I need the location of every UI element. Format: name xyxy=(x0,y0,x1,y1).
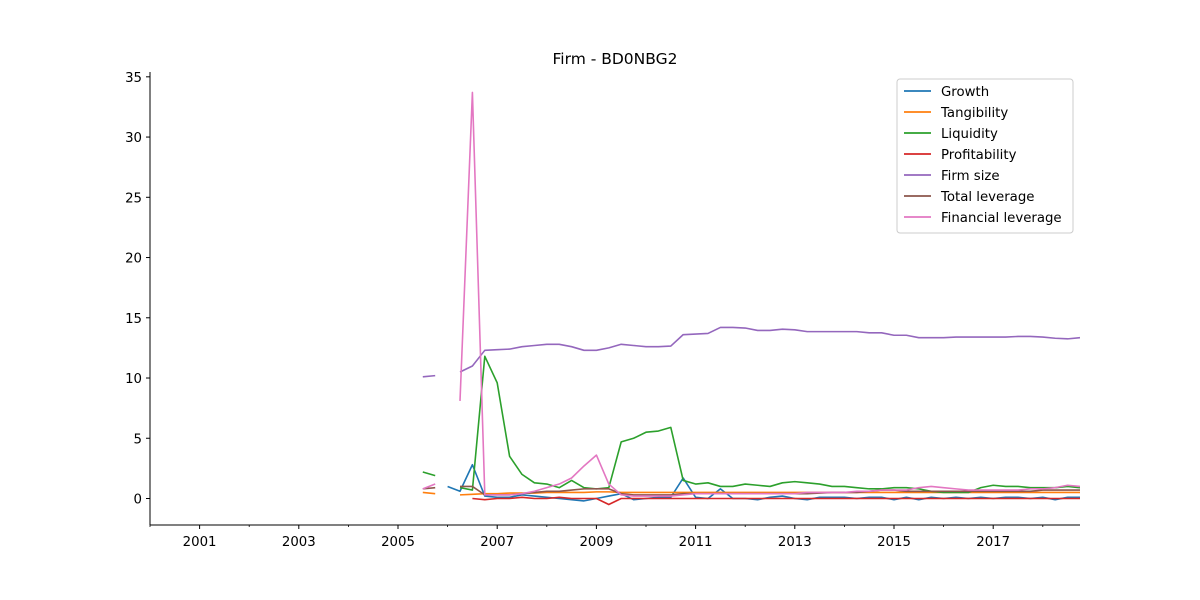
legend-item: Financial leverage xyxy=(904,211,1062,226)
series-profitability xyxy=(472,496,1080,506)
legend-item: Total leverage xyxy=(904,190,1034,205)
legend-label: Growth xyxy=(941,85,989,100)
y-tick-label: 0 xyxy=(134,492,142,507)
series-line xyxy=(422,483,436,490)
x-tick-label: 2009 xyxy=(579,535,613,550)
series-firm-size xyxy=(422,326,1080,378)
y-tick-label: 10 xyxy=(125,372,142,387)
series-line xyxy=(459,355,1080,494)
series-line xyxy=(459,326,1080,373)
x-tick-label: 2007 xyxy=(480,535,514,550)
x-tick-label: 2003 xyxy=(282,535,316,550)
series-line xyxy=(459,91,1080,497)
plot-area xyxy=(422,91,1080,506)
x-tick-label: 2015 xyxy=(877,535,911,550)
y-tick-label: 20 xyxy=(125,252,142,267)
legend-item: Tangibility xyxy=(904,106,1008,121)
y-tick-label: 30 xyxy=(125,131,142,146)
legend-box xyxy=(896,78,1074,234)
x-tick-label: 2005 xyxy=(381,535,415,550)
x-tick-label: 2001 xyxy=(183,535,217,550)
x-tick-label: 2017 xyxy=(976,535,1010,550)
legend-item: Profitability xyxy=(904,148,1017,163)
series-layer xyxy=(422,91,1080,506)
y-tick-label: 25 xyxy=(125,191,142,206)
x-tick-label: 2011 xyxy=(679,535,713,550)
legend-label: Firm size xyxy=(941,169,1000,184)
series-line xyxy=(422,471,436,477)
legend-item: Firm size xyxy=(904,169,1000,184)
legend: Growth Tangibility Liquidity Profitability F… xyxy=(896,78,1074,234)
legend-label: Tangibility xyxy=(940,106,1008,121)
series-line xyxy=(422,491,436,495)
legend-label: Profitability xyxy=(941,148,1017,163)
series-tangibility xyxy=(422,491,1080,496)
chart-title: Firm - BD0NBG2 xyxy=(553,50,678,68)
legend-item: Growth xyxy=(904,85,989,100)
series-line xyxy=(472,496,1080,506)
legend-label: Financial leverage xyxy=(941,211,1062,226)
legend-label: Liquidity xyxy=(941,127,998,142)
series-line xyxy=(422,374,436,378)
y-tick-label: 5 xyxy=(134,432,142,447)
series-financial-leverage xyxy=(422,91,1080,497)
y-tick-label: 15 xyxy=(125,312,142,327)
legend-item: Liquidity xyxy=(904,127,998,142)
y-tick-label: 35 xyxy=(125,71,142,86)
axes: 0 5 10 15 20 25 30 35 2001 2003 2005 2007 2009 2011 20… xyxy=(125,71,1080,550)
series-liquidity xyxy=(422,355,1080,494)
series-line xyxy=(459,491,1080,496)
legend-label: Total leverage xyxy=(940,190,1034,205)
x-tick-label: 2013 xyxy=(778,535,812,550)
